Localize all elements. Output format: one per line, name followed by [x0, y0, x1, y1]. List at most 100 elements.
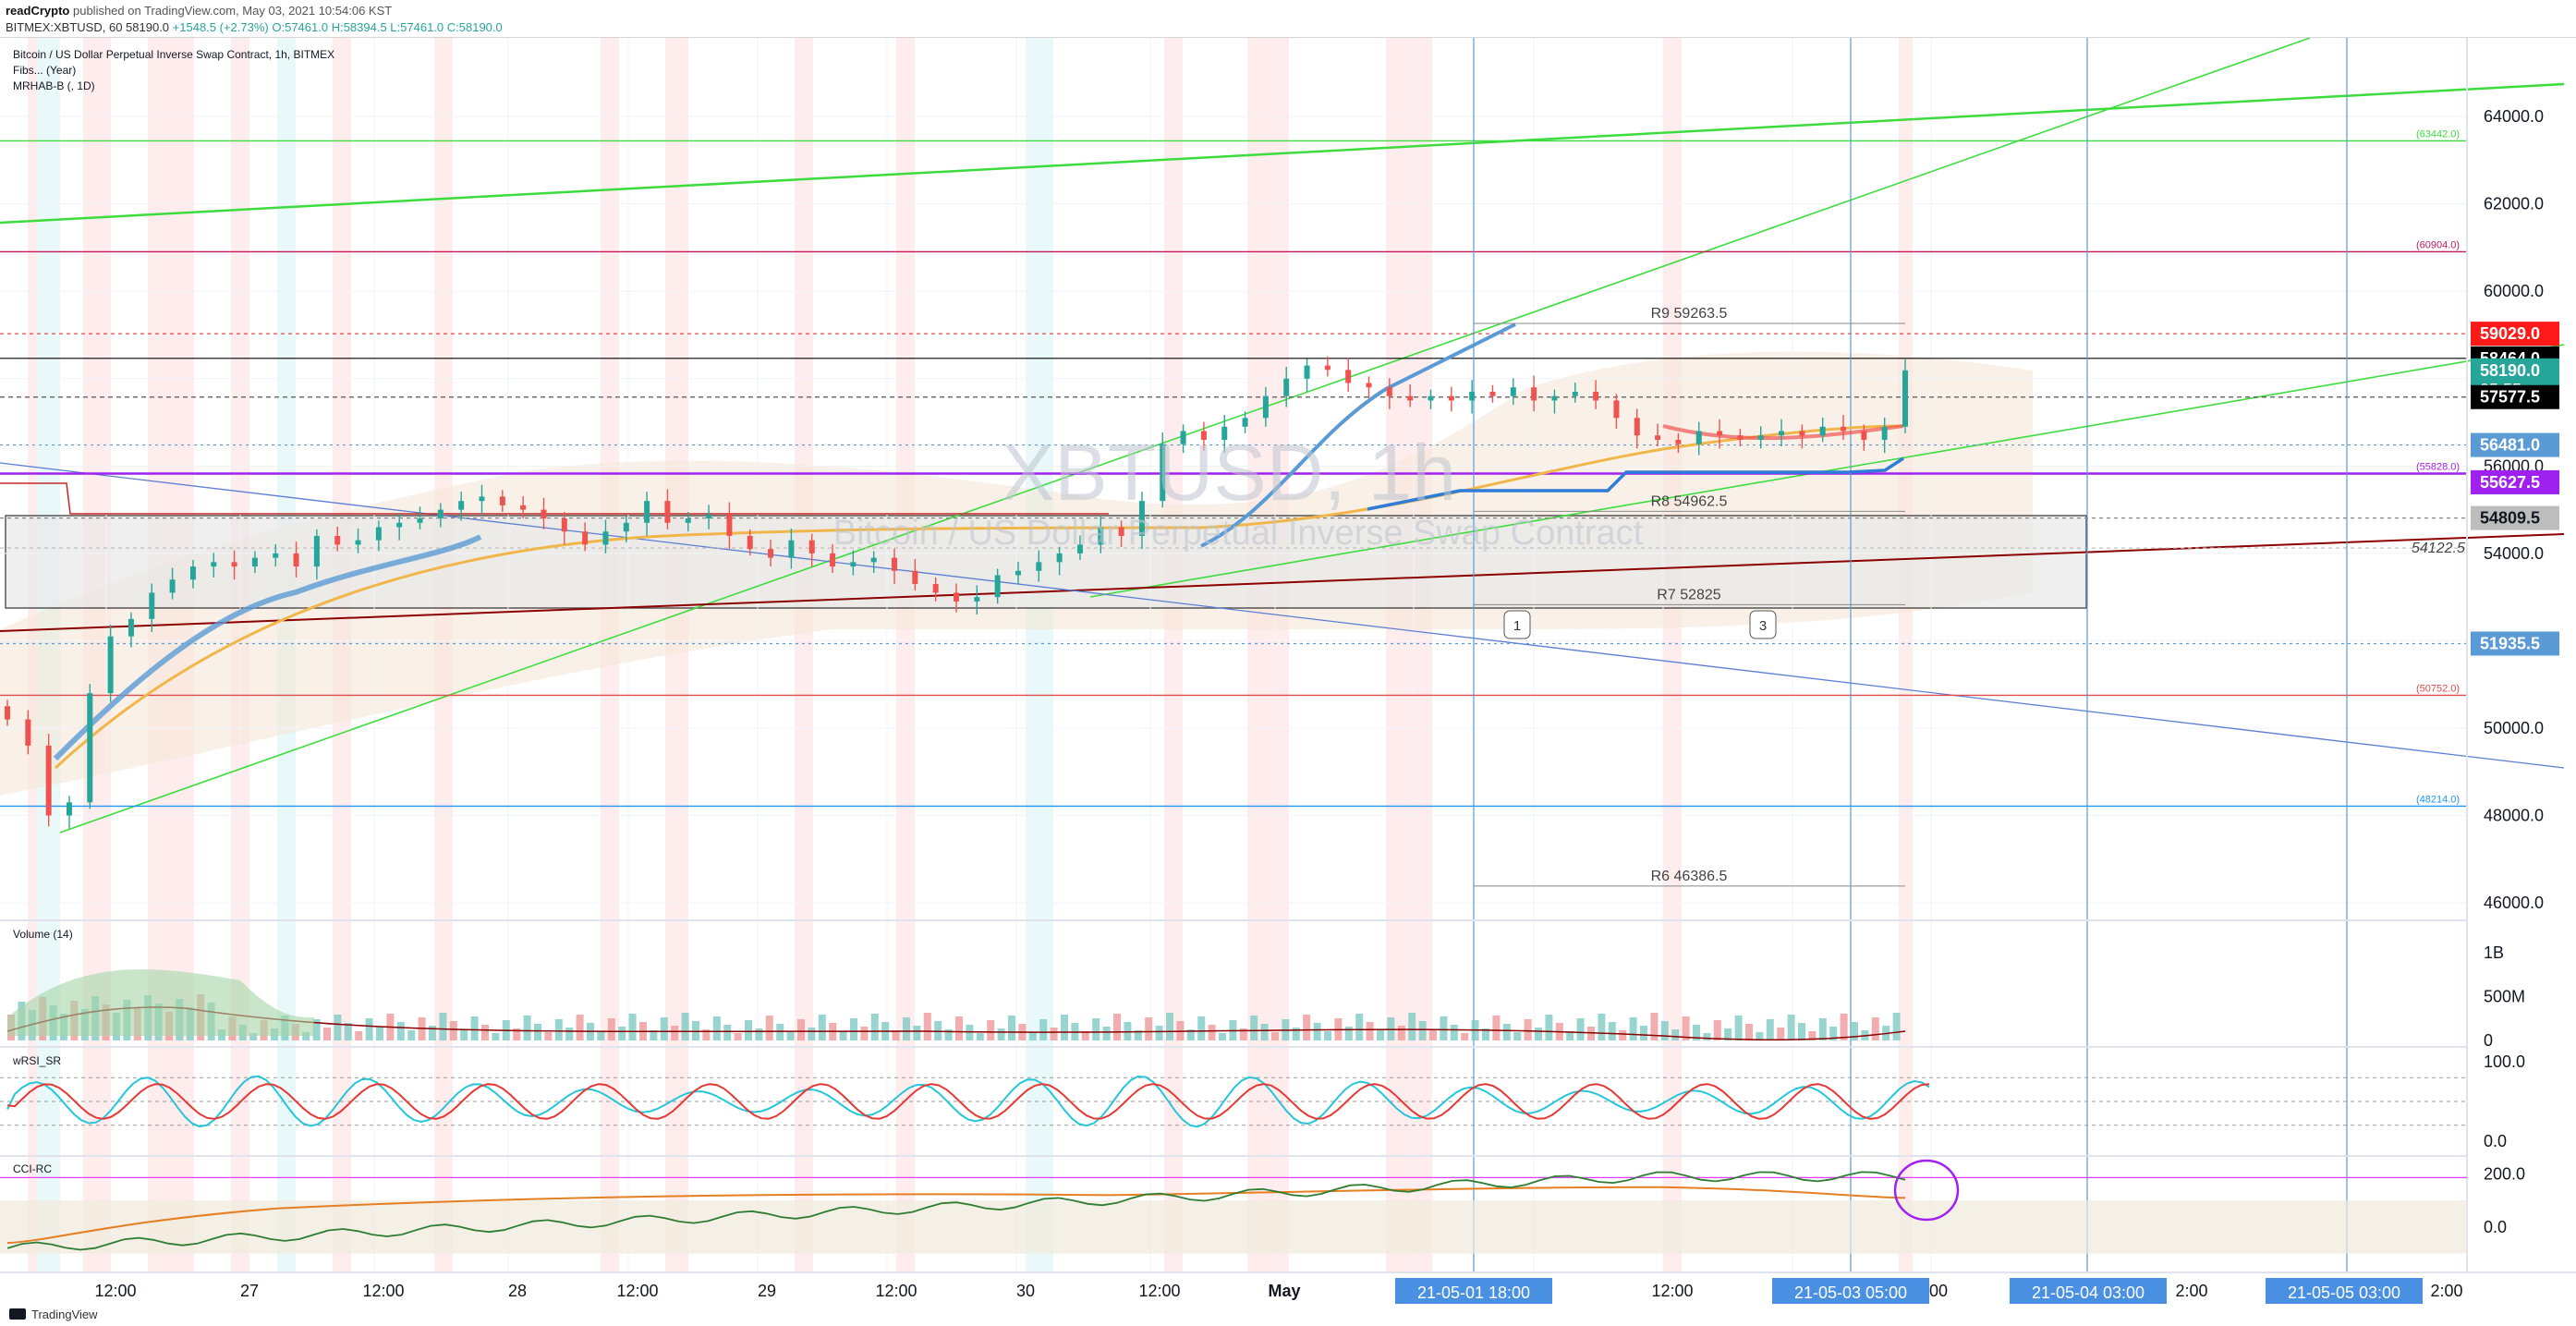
volume-bar-133	[1408, 1013, 1416, 1040]
price-label-box-6[interactable]	[2471, 505, 2559, 530]
price-label-box-5[interactable]	[2471, 469, 2559, 494]
cci-band	[0, 1200, 2467, 1254]
price-tick-9: 64000.0	[2484, 107, 2544, 126]
candle-body-65	[1345, 370, 1352, 383]
chart-svg[interactable]: (63442.0) (60904.0) (55828.0) (50752.0) (482…	[0, 37, 2576, 1306]
marker-1[interactable]: 1	[1503, 610, 1531, 639]
volume-bar-85	[903, 1017, 910, 1040]
volume-bar-52	[554, 1019, 563, 1040]
cci-tick-0: 200.0	[2484, 1164, 2525, 1183]
volume-bar-155	[1640, 1026, 1647, 1040]
volume-bar-51	[544, 1032, 553, 1040]
price-axis[interactable]: 46000.048000.050000.052000.054000.056000…	[2471, 107, 2559, 912]
marker-3[interactable]: 3	[1749, 610, 1777, 639]
volume-bar-42	[449, 1021, 457, 1040]
footer-brand[interactable]: TradingView	[31, 1307, 98, 1321]
volume-bar-94	[997, 1028, 1005, 1040]
chart-header: readCrypto published on TradingView.com,…	[0, 0, 2576, 37]
volume-bar-53	[565, 1028, 574, 1040]
candle-body-86	[1779, 431, 1785, 436]
candle-body-45	[932, 583, 939, 593]
chart-area[interactable]: (63442.0) (60904.0) (55828.0) (50752.0) (482…	[0, 37, 2576, 1306]
volume-bar-48	[513, 1028, 521, 1040]
volume-bar-56	[597, 1031, 605, 1040]
volume-bar-112	[1186, 1029, 1195, 1040]
volume-bar-89	[944, 1029, 953, 1040]
volume-bar-142	[1502, 1024, 1511, 1040]
watermark-symbol: XBTUSD, 1h	[1002, 429, 1456, 517]
volume-bar-127	[1344, 1027, 1353, 1040]
volume-bar-138	[1461, 1033, 1469, 1040]
volume-bar-103	[1092, 1018, 1100, 1040]
author-name[interactable]: readCrypto	[6, 4, 70, 18]
trendlines[interactable]	[0, 37, 2565, 833]
trend-dark-red[interactable]	[0, 533, 2565, 632]
volume-bar-122	[1292, 1028, 1300, 1040]
candle-body-2	[45, 745, 52, 816]
volume-bar-69	[734, 1033, 742, 1040]
candle-body-15	[313, 535, 320, 567]
publisher-line: readCrypto published on TradingView.com,…	[6, 4, 392, 18]
candle-body-88	[1819, 426, 1826, 436]
volume-tick-2: 0	[2484, 1031, 2493, 1050]
band-14	[1247, 38, 1289, 1272]
volume-bar-132	[1397, 1026, 1405, 1040]
price-label-text-5: 55627.5	[2480, 473, 2540, 492]
candle-body-9	[189, 566, 196, 580]
trend-upper-green[interactable]	[0, 82, 2565, 225]
candle-body-33	[685, 518, 691, 523]
price-tick-0: 46000.0	[2484, 894, 2544, 912]
volume-bar-151	[1598, 1014, 1606, 1040]
cci-highlight-circle[interactable]	[1893, 1159, 1960, 1222]
rsi-pane: 100.0 0.0	[0, 1052, 2525, 1150]
price-label-box-3[interactable]	[2471, 384, 2559, 409]
rsi-signal-line	[6, 1083, 1930, 1120]
candle-body-78	[1613, 400, 1620, 419]
price-tick-7: 60000.0	[2484, 282, 2544, 300]
volume-bar-167	[1766, 1019, 1774, 1040]
trend-red-step[interactable]	[0, 482, 1109, 515]
volume-bar-175	[1851, 1022, 1858, 1040]
volume-bar-143	[1513, 1032, 1522, 1040]
candle-body-63	[1304, 365, 1310, 379]
pivot-label-2: R7 52825	[1657, 587, 1720, 602]
publish-info: published on TradingView.com, May 03, 20…	[72, 4, 393, 18]
time-extra-0: 00	[1929, 1282, 1948, 1300]
candle-body-83	[1717, 431, 1723, 436]
time-badge-3[interactable]	[2266, 1278, 2423, 1306]
candle-body-92	[1902, 370, 1908, 427]
candle-body-35	[726, 514, 733, 536]
price-label-box-4[interactable]	[2471, 432, 2559, 457]
rsi-tick-0: 100.0	[2484, 1052, 2525, 1071]
symbol-interval: BITMEX:XBTUSD, 60	[6, 20, 123, 34]
time-axis[interactable]: 12:00 27 12:00 28 12:00 29 12:00 30 12:00 May 12:0…	[94, 1278, 2463, 1306]
candle-body-1	[25, 719, 31, 746]
marker-3-label: 3	[1759, 618, 1767, 634]
volume-bar-162	[1713, 1020, 1721, 1040]
volume-bar-141	[1492, 1016, 1501, 1040]
candle-body-75	[1551, 395, 1558, 401]
volume-bar-137	[1450, 1025, 1458, 1040]
volume-bar-152	[1608, 1022, 1616, 1040]
volume-bar-125	[1324, 1031, 1331, 1040]
horizontal-levels[interactable]: (63442.0) (60904.0) (55828.0) (50752.0) (482…	[0, 128, 2467, 808]
volume-bar-50	[534, 1024, 541, 1040]
price-change: +1548.5 (+2.73%)	[172, 20, 269, 34]
time-badge-0[interactable]	[1395, 1278, 1552, 1306]
candle-body-44	[912, 570, 918, 584]
price-label-text-7: 51935.5	[2480, 634, 2540, 652]
time-badge-text-0: 21-05-01 18:00	[1417, 1283, 1530, 1302]
price-label-box-7[interactable]	[2471, 631, 2559, 656]
volume-bar-114	[1208, 1025, 1216, 1040]
candle-body-53	[1098, 527, 1104, 545]
time-tick-2: 12:00	[362, 1282, 404, 1300]
time-badge-1[interactable]	[1772, 1278, 1929, 1306]
time-badge-2[interactable]	[2010, 1278, 2167, 1306]
price-label-box-0[interactable]	[2471, 322, 2559, 347]
time-extra-1: 2:00	[2175, 1282, 2207, 1300]
volume-bar-158	[1671, 1029, 1680, 1040]
volume-bar-62	[660, 1017, 668, 1040]
rsi-line	[6, 1075, 1930, 1128]
price-label-text-2: 58190.0	[2480, 361, 2540, 380]
candle-body-73	[1510, 387, 1516, 396]
